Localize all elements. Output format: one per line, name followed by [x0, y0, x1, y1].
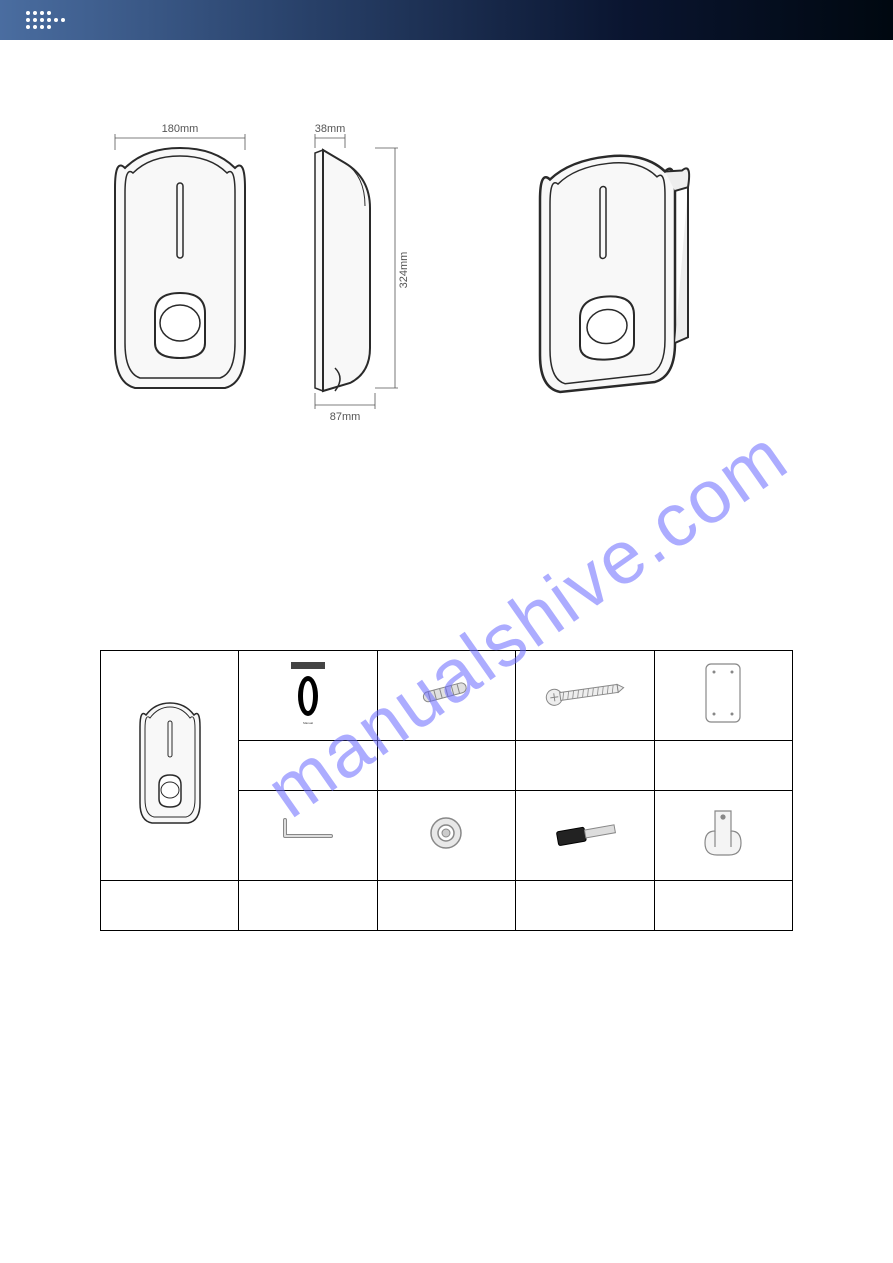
table-cell-empty — [654, 881, 792, 931]
header-bar — [0, 0, 893, 40]
table-cell-manual: Manual — [239, 651, 377, 741]
table-cell-empty — [377, 881, 515, 931]
table-cell-anchor — [377, 651, 515, 741]
device-front-view: 180mm — [100, 120, 260, 400]
table-cell-grommet — [377, 791, 515, 881]
top-dimension-label: 38mm — [315, 123, 346, 135]
mounting-plate-icon — [698, 658, 748, 728]
user-manual-icon: Manual — [283, 658, 333, 728]
table-cell-plate — [654, 651, 792, 741]
width-dimension-label: 180mm — [162, 123, 199, 135]
table-cell-ferrule — [516, 791, 654, 881]
svg-text:Manual: Manual — [303, 721, 313, 725]
table-cell-empty — [516, 741, 654, 791]
table-cell-bracket — [654, 791, 792, 881]
screw-icon — [540, 673, 630, 713]
depth-dimension-label: 87mm — [330, 411, 361, 423]
device-perspective-view — [520, 150, 700, 410]
table-cell-ev-charger — [101, 651, 239, 881]
dimensions-section: 180mm 38mm — [0, 40, 893, 470]
device-side-view: 38mm 324mm 87mm — [300, 120, 440, 430]
table-cell-screw — [516, 651, 654, 741]
parts-list-table: Manual — [0, 650, 893, 931]
cable-ferrule-icon — [545, 813, 625, 853]
table-cell-hexkey — [239, 791, 377, 881]
table-cell-empty — [239, 881, 377, 931]
height-dimension-label: 324mm — [398, 252, 410, 289]
cable-bracket-icon — [693, 803, 753, 863]
rubber-grommet-icon — [421, 808, 471, 858]
table-cell-empty — [101, 881, 239, 931]
table-cell-empty — [377, 741, 515, 791]
header-dots-icon — [25, 10, 65, 32]
table-cell-empty — [654, 741, 792, 791]
ev-charger-icon — [135, 698, 205, 828]
hex-key-icon — [273, 808, 343, 858]
wall-anchor-icon — [411, 673, 481, 713]
table-cell-empty — [516, 881, 654, 931]
table-cell-empty — [239, 741, 377, 791]
